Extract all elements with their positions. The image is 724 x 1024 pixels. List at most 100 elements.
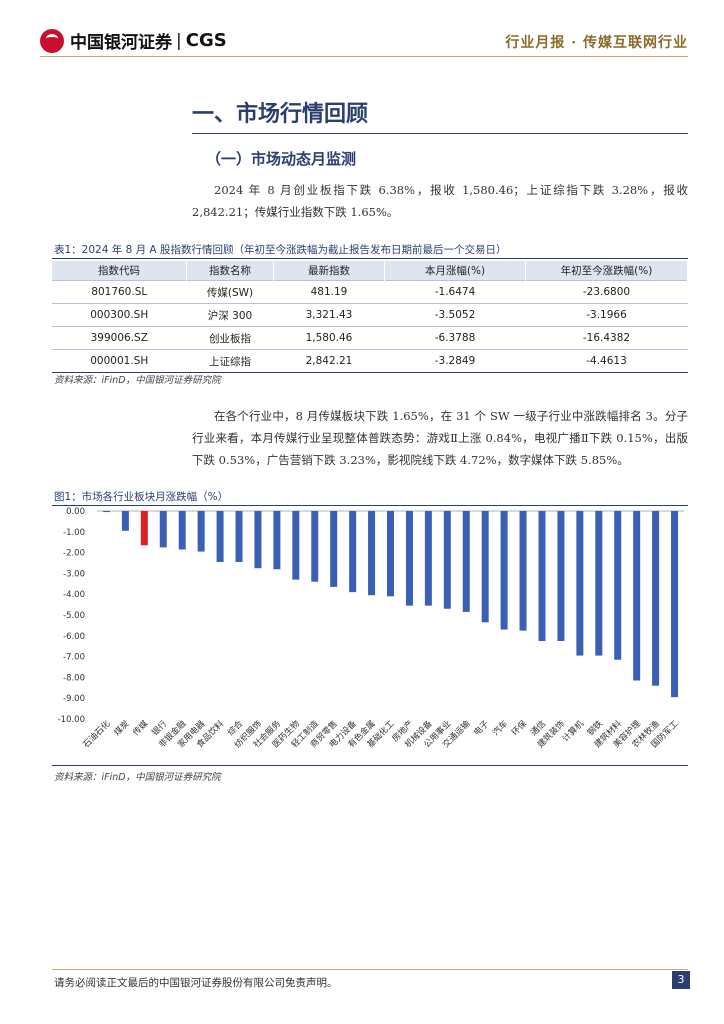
bar-5 xyxy=(197,511,205,552)
section-title: 一、市场行情回顾 xyxy=(192,101,369,127)
x-tick-label: 环保 xyxy=(509,718,529,738)
x-tick-label: 传媒 xyxy=(131,718,151,738)
table-row: 000001.SH 上证综指 2,842.21 -3.2849 -4.4613 xyxy=(52,349,688,373)
bar-11 xyxy=(311,511,319,582)
table-cell: 1,580.46 xyxy=(273,326,385,350)
table-source: 资料来源：iFinD，中国银河证券研究院 xyxy=(54,375,221,386)
bar-3 xyxy=(159,511,167,548)
figure-source: 资料来源：iFinD，中国银河证券研究院 xyxy=(54,772,221,783)
table-cell: -6.3788 xyxy=(384,326,526,350)
y-tick-label: -7.00 xyxy=(63,653,85,663)
x-tick-label: 汽车 xyxy=(490,718,510,738)
y-tick-label: -8.00 xyxy=(63,673,85,683)
bar-30 xyxy=(671,511,679,698)
subsection-title: （一）市场动态月监测 xyxy=(206,150,357,168)
bar-17 xyxy=(424,511,432,606)
table-cell: 沪深 300 xyxy=(186,303,274,327)
bar-6 xyxy=(216,511,224,562)
table-row: 801760.SL 传媒(SW) 481.19 -1.6474 -23.6800 xyxy=(52,280,688,304)
header-divider xyxy=(40,56,688,57)
y-tick-label: -6.00 xyxy=(63,632,85,642)
table-header-cell: 最新指数 xyxy=(273,261,385,281)
table-cell: 2,842.21 xyxy=(273,349,385,373)
bar-14 xyxy=(368,511,376,596)
y-tick-label: -3.00 xyxy=(63,569,85,579)
table-cell: 481.19 xyxy=(273,280,385,304)
bar-13 xyxy=(349,511,357,593)
bar-23 xyxy=(538,511,546,641)
y-tick-label: -5.00 xyxy=(63,611,85,621)
table-row: 399006.SZ 创业板指 1,580.46 -6.3788 -16.4382 xyxy=(52,326,688,350)
brand-logo-icon xyxy=(40,28,64,53)
table-header-cell: 年初至今涨跌幅(%) xyxy=(525,261,688,281)
bar-29 xyxy=(652,511,660,686)
bar-20 xyxy=(481,511,489,623)
table-header-row: 指数代码 指数名称 最新指数 本月涨幅(%) 年初至今涨跌幅(%) xyxy=(52,261,688,281)
bar-8 xyxy=(254,511,262,569)
table-cell: 创业板指 xyxy=(186,326,274,350)
y-tick-label: -10.00 xyxy=(58,715,85,725)
table-cell: -23.6800 xyxy=(525,280,688,304)
bar-18 xyxy=(443,511,451,609)
bar-19 xyxy=(462,511,470,612)
bar-25 xyxy=(576,511,584,656)
bar-0 xyxy=(102,511,110,513)
page-number: 3 xyxy=(672,971,690,989)
x-tick-label: 石油石化 xyxy=(81,718,113,750)
brand-separator: | xyxy=(176,30,182,51)
bar-15 xyxy=(387,511,394,597)
section-divider xyxy=(192,133,688,134)
y-tick-label: 0.00 xyxy=(66,507,85,517)
table-cell: -3.5052 xyxy=(384,303,526,327)
table-cell: -3.2849 xyxy=(384,349,526,373)
bar-10 xyxy=(292,511,300,580)
table-cell: 000300.SH xyxy=(52,303,187,327)
bar-2 xyxy=(140,511,148,546)
table-cell: 3,321.43 xyxy=(273,303,385,327)
table-row: 000300.SH 沪深 300 3,321.43 -3.5052 -3.196… xyxy=(52,303,688,327)
table-cell: 上证综指 xyxy=(186,349,274,373)
x-tick-label: 电子 xyxy=(471,718,491,738)
report-type: 行业月报 · 传媒互联网行业 xyxy=(505,35,688,51)
table-cell: 801760.SL xyxy=(52,280,187,304)
brand-logo: 中国银河证券 | CGS xyxy=(40,28,227,53)
table-cell: -1.6474 xyxy=(384,280,526,304)
y-tick-label: -9.00 xyxy=(63,694,85,704)
table-caption: 表1：2024 年 8 月 A 股指数行情回顾（年初至今涨跌幅为截止报告发布日期… xyxy=(54,244,507,256)
table-header-cell: 本月涨幅(%) xyxy=(384,261,526,281)
figure-caption: 图1：市场各行业板块月涨跌幅（%） xyxy=(54,491,229,503)
index-table: 指数代码 指数名称 最新指数 本月涨幅(%) 年初至今涨跌幅(%) 801760… xyxy=(52,261,688,373)
bar-12 xyxy=(330,511,338,587)
table-cell: 000001.SH xyxy=(52,349,187,373)
bar-1 xyxy=(121,511,129,531)
bar-4 xyxy=(178,511,186,550)
page-header: 中国银河证券 | CGS 行业月报 · 传媒互联网行业 xyxy=(0,0,724,60)
table-cell: -3.1966 xyxy=(525,303,688,327)
paragraph-industry-summary: 在各个行业中，8 月传媒板块下跌 1.65%，在 31 个 SW 一级子行业中涨… xyxy=(192,409,688,467)
industry-bar-chart: 0.00 -1.00 -2.00 -3.00 -4.00 -5.00 -6.00 -7.00 -… xyxy=(58,507,684,750)
bar-7 xyxy=(235,511,243,562)
footer-divider xyxy=(52,969,688,970)
y-tick-label: -2.00 xyxy=(63,549,85,559)
bar-9 xyxy=(273,511,281,570)
brand-name-cn: 中国银河证券 xyxy=(70,33,172,53)
table-cell: -4.4613 xyxy=(525,349,688,373)
bar-24 xyxy=(557,511,565,641)
x-tick-label: 计算机 xyxy=(560,718,586,744)
paragraph-index-summary: 2024 年 8 月创业板指下跌 6.38%，报收 1,580.46；上证综指下… xyxy=(192,183,688,219)
table-cell: 399006.SZ xyxy=(52,326,187,350)
y-tick-label: -4.00 xyxy=(63,590,85,600)
bar-16 xyxy=(405,511,413,606)
figure-source-divider xyxy=(52,765,688,766)
bar-27 xyxy=(614,511,622,660)
table-caption-divider xyxy=(52,258,688,259)
footer-disclaimer: 请务必阅读正文最后的中国银河证券股份有限公司免责声明。 xyxy=(54,977,338,989)
table-cell: 传媒(SW) xyxy=(186,280,274,304)
brand-name-en: CGS xyxy=(185,30,227,51)
table-header-cell: 指数名称 xyxy=(186,261,274,281)
table-cell: -16.4382 xyxy=(525,326,688,350)
bar-21 xyxy=(500,511,508,630)
y-tick-label: -1.00 xyxy=(63,528,85,538)
figure-caption-divider xyxy=(52,505,688,506)
x-tick-label: 煤炭 xyxy=(112,718,132,738)
